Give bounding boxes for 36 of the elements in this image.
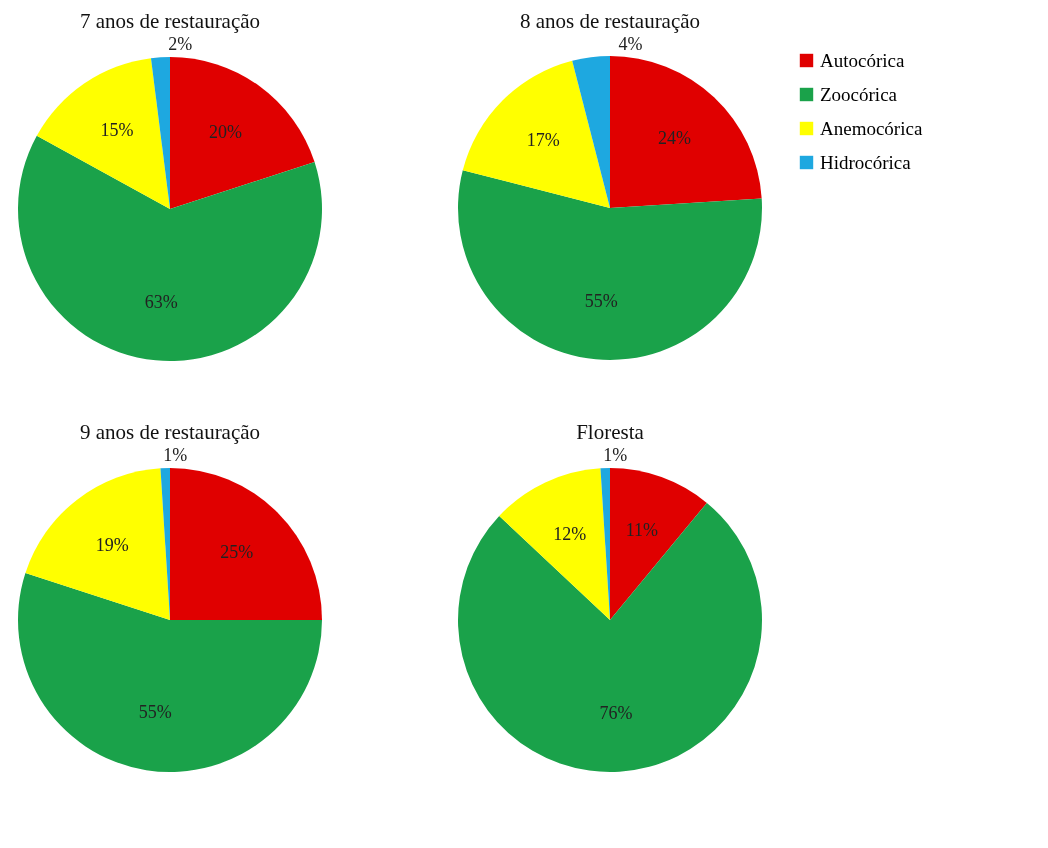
data-label: 19%: [95, 534, 129, 555]
pie-slice: [458, 502, 762, 772]
pie-slice: [462, 60, 610, 208]
pie-slice: [36, 58, 170, 209]
pie-slice: [18, 573, 322, 772]
data-label: 15%: [100, 120, 134, 141]
data-label: 1%: [163, 445, 188, 466]
pie-slice: [572, 56, 610, 208]
data-label: 55%: [584, 290, 618, 311]
pie-slice: [499, 468, 610, 620]
data-label: 1%: [603, 445, 628, 466]
pie-slice: [25, 468, 170, 620]
data-label: 2%: [168, 34, 193, 55]
legend-label: Zoocórica: [820, 83, 898, 105]
legend-label: Autocórica: [820, 49, 905, 71]
chart-title: 9 anos de restauração: [79, 420, 261, 445]
chart-title: 8 anos de restauração: [519, 9, 701, 34]
pie-slice: [458, 170, 762, 360]
legend-label: Anemocórica: [820, 117, 923, 139]
pie-slice: [170, 57, 315, 209]
legend-label: Hidrocórica: [820, 151, 912, 173]
pie-slice: [610, 56, 762, 208]
chart-title: Floresta: [576, 420, 645, 445]
pie-slice: [610, 468, 707, 620]
data-label: 17%: [526, 130, 560, 151]
data-label: 11%: [625, 520, 659, 541]
data-label: 76%: [599, 703, 633, 724]
data-label: 25%: [220, 542, 254, 563]
data-label: 63%: [144, 291, 178, 312]
data-label: 12%: [553, 523, 587, 544]
pie-slice: [170, 468, 322, 620]
chart-title: 7 anos de restauração: [79, 9, 261, 34]
data-label: 55%: [138, 702, 172, 723]
data-label: 4%: [618, 34, 643, 55]
data-label: 24%: [658, 128, 692, 149]
data-label: 20%: [208, 121, 242, 142]
